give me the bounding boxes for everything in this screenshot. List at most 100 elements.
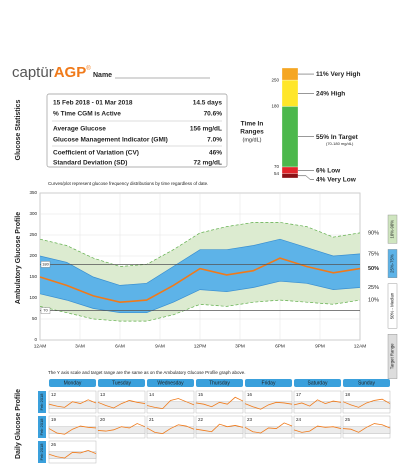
tir-label: 24% High (316, 90, 345, 97)
day-glucose-line (146, 424, 195, 435)
day-target-band (146, 401, 195, 409)
day-date: 12 (51, 392, 57, 397)
y-tick-label: 200 (29, 253, 37, 258)
percentile-label: 50% (368, 266, 379, 272)
y-tick-label: 50 (32, 316, 38, 321)
percentile-line (39, 222, 361, 267)
month-label: Feb 2018 (39, 443, 44, 461)
tir-value-label: 4% (316, 176, 326, 183)
day-date: 22 (198, 417, 204, 422)
tir-threshold: 70 (274, 164, 280, 169)
day-glucose-line (293, 399, 342, 407)
month-label: Feb 2018 (39, 393, 44, 411)
day-target-band (195, 426, 244, 434)
day-date: 17 (296, 392, 302, 397)
day-date: 19 (51, 417, 57, 422)
day-glucose-line (48, 425, 97, 435)
section-label: Glucose Statistics (15, 100, 22, 161)
day-target-band (195, 401, 244, 409)
weekday-header (196, 379, 243, 387)
tir-segment (281, 67, 299, 81)
tir-name: Low (327, 167, 341, 174)
month-tag (38, 441, 46, 463)
day-target-band (342, 426, 391, 434)
tir-name: Very Low (327, 176, 356, 183)
percentile-line (39, 238, 361, 286)
day-glucose-line (195, 423, 244, 433)
weekday-label: Tuesday (112, 381, 131, 387)
day-target-band (48, 451, 97, 459)
tir-segment (281, 173, 299, 179)
tir-segment (281, 79, 299, 107)
name-label: Name (93, 72, 112, 79)
weekday-label: Monday (64, 381, 82, 387)
day-target-band (342, 401, 391, 409)
percentile-line (39, 280, 361, 314)
day-target-band (97, 401, 146, 409)
day-date: 16 (247, 392, 253, 397)
tir-name: High (331, 90, 345, 97)
logo-bold: AGP (54, 64, 87, 81)
x-tick-label: 3PM (235, 343, 245, 349)
month-tag (38, 416, 46, 438)
tir-threshold: 180 (271, 104, 279, 109)
day-date: 13 (100, 392, 106, 397)
target-label: 180 (42, 261, 49, 266)
day-glucose-line (244, 422, 293, 434)
day-glucose-line (146, 398, 195, 410)
day-glucose-line (48, 399, 97, 408)
percentile-label: 90% (368, 230, 379, 236)
legend-tag (387, 283, 398, 329)
stat-label: Standard Deviation (SD) (53, 160, 127, 167)
x-tick-label: 12AM (34, 343, 47, 349)
x-tick-label: 12PM (194, 343, 207, 349)
weekday-header (245, 379, 292, 387)
legend-tag (387, 249, 398, 278)
logo-text: captür (12, 64, 54, 81)
stat-label: % Time CGM is Active (53, 111, 121, 118)
day-date: 20 (100, 417, 106, 422)
day-glucose-line (195, 396, 244, 408)
stat-value: 156 mg/dL (190, 126, 222, 133)
y-tick-label: 0 (34, 337, 37, 342)
tir-threshold: 54 (274, 171, 280, 176)
day-target-band (293, 401, 342, 409)
x-tick-label: 6PM (275, 343, 285, 349)
section-label: Ambulatory Glucose Profile (15, 212, 22, 304)
day-target-band (293, 426, 342, 434)
tir-value-label: 11% (316, 71, 329, 78)
tir-value-label: 55% (316, 133, 329, 140)
tir-name: In Target (331, 133, 359, 140)
tir-segment (281, 166, 299, 174)
day-target-band (97, 426, 146, 434)
day-date: 14 (149, 392, 155, 397)
x-tick-label: 9PM (315, 343, 325, 349)
percentile-label: 25% (368, 285, 379, 291)
day-date: 18 (345, 392, 351, 397)
tir-label: Ranges (240, 129, 264, 136)
tir-connector (298, 175, 314, 180)
day-date: 15 (198, 392, 204, 397)
section-label: Daily Glucose Profile (15, 389, 22, 459)
day-glucose-line (293, 425, 342, 433)
tir-threshold: 250 (271, 77, 279, 82)
tir-label: 55% In Target (316, 133, 359, 140)
stat-value: 46% (209, 150, 222, 157)
day-target-band (146, 426, 195, 434)
month-label: Feb 2018 (39, 418, 44, 436)
day-glucose-line (342, 423, 391, 433)
stat-label: Coefficient of Variation (CV) (53, 150, 139, 157)
stat-label: Average Glucose (53, 126, 106, 133)
stat-value: 14.5 days (193, 100, 223, 107)
weekday-label: Saturday (307, 381, 328, 387)
weekday-label: Thursday (209, 381, 230, 387)
day-date: 25 (345, 417, 351, 422)
x-tick-label: 3AM (75, 343, 85, 349)
y-tick-label: 350 (29, 190, 37, 195)
day-date: 21 (149, 417, 155, 422)
y-tick-label: 300 (29, 211, 37, 216)
tir-label: Time In (241, 121, 264, 128)
weekday-header (343, 379, 390, 387)
legend-tag-label: 10%-90% (390, 220, 395, 239)
